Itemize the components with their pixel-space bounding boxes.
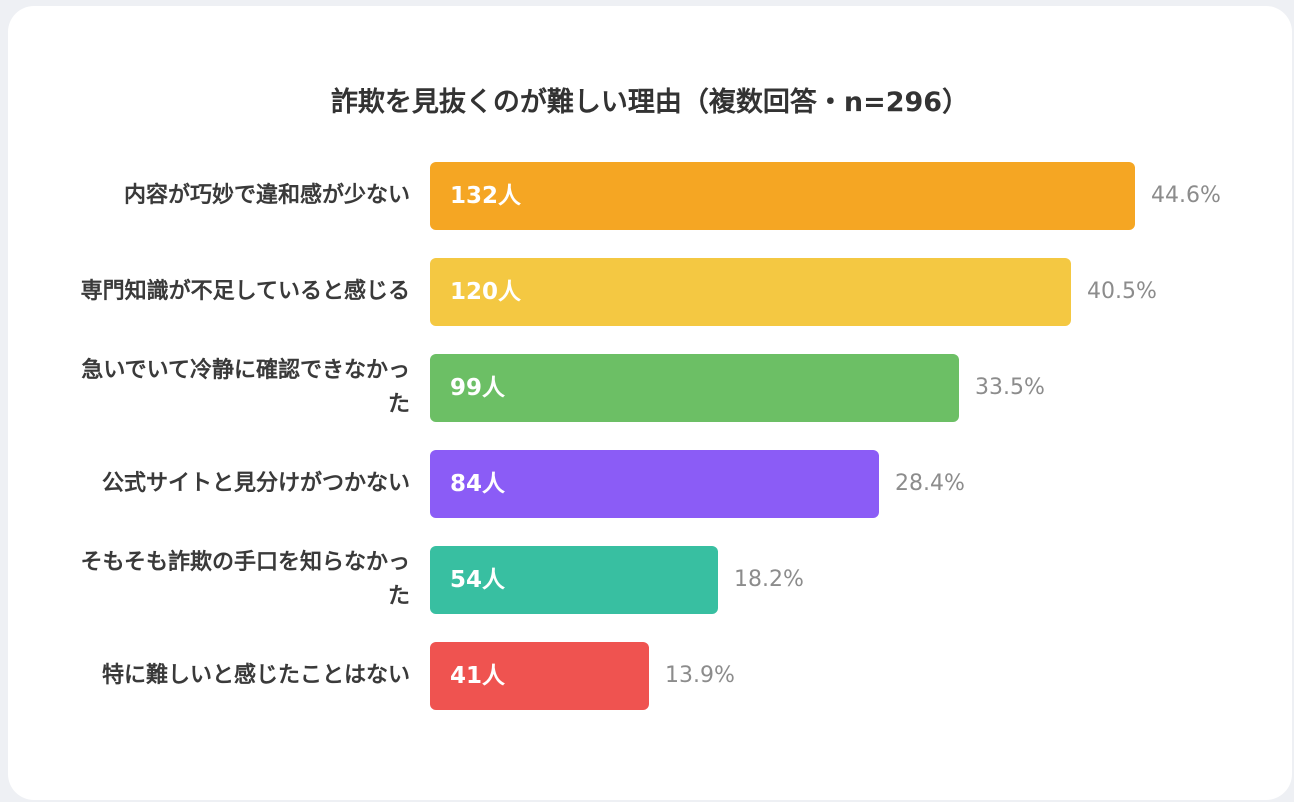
bar-row: 特に難しいと感じたことはない 41人 13.9%: [8, 642, 1292, 710]
category-label: 専門知識が不足していると感じる: [80, 279, 410, 304]
bar-count-label: 84人: [450, 471, 506, 497]
bar-count-label: 54人: [450, 567, 506, 593]
bar-count-label: 41人: [450, 663, 506, 689]
bar-row: そもそも詐欺の手口を知らなかった 54人 18.2%: [8, 546, 1292, 614]
bar-row: 公式サイトと見分けがつかない 84人 28.4%: [8, 450, 1292, 518]
bar-row: 専門知識が不足していると感じる 120人 40.5%: [8, 258, 1292, 326]
bar-percent-label: 44.6%: [1151, 183, 1221, 208]
category-label: 内容が巧妙で違和感が少ない: [123, 183, 410, 208]
bar-percent-label: 33.5%: [975, 375, 1045, 400]
bar-count-label: 120人: [450, 279, 522, 305]
bar: [430, 450, 879, 518]
category-label: 特に難しいと感じたことはない: [101, 663, 410, 688]
bar: [430, 354, 959, 422]
bar-percent-label: 18.2%: [734, 567, 804, 592]
chart-card: 詐欺を見抜くのが難しい理由（複数回答・n=296） 内容が巧妙で違和感が少ない …: [8, 6, 1292, 800]
bar-row: 急いでいて冷静に確認できなかった 99人 33.5%: [8, 354, 1292, 422]
category-label: 公式サイトと見分けがつかない: [101, 471, 410, 496]
bar: [430, 258, 1071, 326]
bar: [430, 546, 718, 614]
bar-percent-label: 40.5%: [1087, 279, 1157, 304]
bar: [430, 162, 1135, 230]
bar: [430, 642, 649, 710]
bar-count-label: 99人: [450, 375, 506, 401]
category-label: そもそも詐欺の手口を知らなかった: [80, 550, 410, 609]
chart-title: 詐欺を見抜くのが難しい理由（複数回答・n=296）: [330, 87, 970, 118]
bar-count-label: 132人: [450, 183, 522, 209]
bar-row: 内容が巧妙で違和感が少ない 132人 44.6%: [8, 162, 1292, 230]
bar-percent-label: 28.4%: [895, 471, 965, 496]
bar-percent-label: 13.9%: [665, 663, 735, 688]
category-label: 急いでいて冷静に確認できなかった: [81, 358, 410, 417]
